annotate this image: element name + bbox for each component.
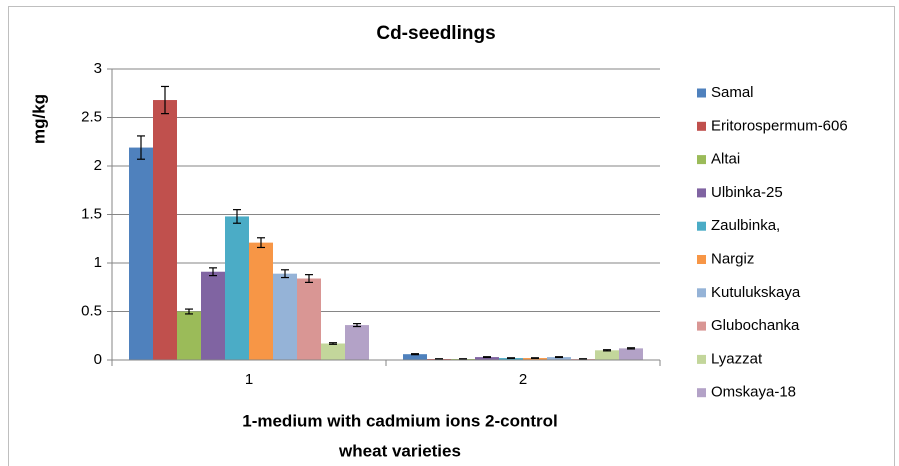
y-tick-label: 0.5 — [81, 302, 102, 319]
bar — [225, 216, 249, 360]
legend-label: Samal — [711, 84, 754, 101]
y-tick-label: 0 — [94, 351, 102, 368]
bar — [153, 100, 177, 360]
legend-swatch — [697, 121, 706, 131]
error-bar — [483, 356, 491, 359]
error-bar — [281, 269, 289, 279]
bar — [345, 325, 369, 360]
legend-label: Omskaya-18 — [711, 384, 796, 401]
bar — [129, 147, 153, 360]
error-bar — [233, 209, 241, 224]
legend-label: Glubochanka — [711, 317, 800, 334]
error-bar — [353, 323, 361, 328]
bar — [403, 354, 427, 360]
error-bar — [531, 357, 539, 359]
error-bar — [555, 356, 563, 359]
legend-label: Altai — [711, 151, 740, 168]
legend-label: Nargiz — [711, 250, 754, 267]
bar — [321, 343, 345, 360]
legend-swatch — [697, 255, 706, 264]
error-bar — [305, 274, 313, 283]
error-bar — [627, 347, 635, 350]
error-bar — [411, 353, 419, 356]
bar — [523, 358, 547, 360]
legend-swatch — [697, 221, 706, 231]
legend-swatch — [697, 288, 706, 298]
x-axis-label: wheat varieties — [338, 441, 461, 460]
legend-label: Ulbinka-25 — [711, 184, 783, 201]
error-bar — [507, 357, 515, 359]
x-tick-label: 2 — [519, 371, 527, 388]
legend-label: Lyazzat — [711, 350, 763, 367]
error-bar — [137, 135, 145, 160]
legend-label: Zaulbinka, — [711, 217, 780, 234]
legend-swatch — [697, 188, 706, 198]
y-axis-label: mg/kg — [29, 94, 48, 144]
bar — [249, 242, 273, 360]
y-tick-label: 3 — [94, 60, 102, 77]
bar — [547, 357, 571, 360]
error-bar — [161, 85, 169, 115]
error-bar — [459, 358, 467, 360]
bar — [475, 357, 499, 360]
legend-swatch — [697, 321, 706, 331]
error-bar — [257, 237, 265, 249]
error-bar — [329, 342, 337, 345]
bar — [273, 273, 297, 360]
error-bar — [603, 349, 611, 352]
error-bar — [209, 267, 217, 277]
y-tick-label: 1 — [94, 254, 102, 271]
legend-swatch — [697, 354, 706, 364]
bar — [595, 350, 619, 360]
bar — [177, 311, 201, 360]
bar — [297, 278, 321, 360]
legend-label: Kutulukskaya — [711, 284, 801, 301]
bar — [201, 271, 225, 360]
legend-label: Eritorospermum-606 — [711, 117, 848, 134]
x-axis-label: 1-medium with cadmium ions 2-control — [242, 411, 557, 430]
y-tick-label: 2 — [94, 157, 102, 174]
legend-swatch — [697, 388, 706, 398]
bar — [499, 358, 523, 360]
legend-swatch — [697, 155, 706, 165]
error-bar — [435, 358, 443, 360]
error-bar — [579, 358, 587, 360]
y-tick-label: 2.5 — [81, 108, 102, 125]
bar — [619, 348, 643, 360]
x-tick-label: 1 — [245, 371, 253, 388]
y-tick-label: 1.5 — [81, 205, 102, 222]
legend-swatch — [697, 88, 706, 98]
chart-title: Cd-seedlings — [376, 23, 495, 44]
error-bar — [185, 308, 193, 315]
